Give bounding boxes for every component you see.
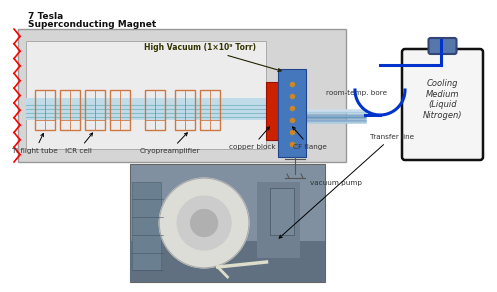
FancyBboxPatch shape bbox=[402, 49, 483, 160]
Bar bbox=[85, 90, 105, 130]
Bar bbox=[130, 164, 325, 282]
Bar bbox=[266, 82, 278, 140]
Bar bbox=[278, 69, 306, 157]
Bar bbox=[26, 98, 266, 120]
Bar bbox=[175, 90, 195, 130]
Text: copper block: copper block bbox=[229, 127, 275, 150]
Text: CF flange: CF flange bbox=[293, 127, 327, 150]
Circle shape bbox=[177, 196, 231, 250]
FancyBboxPatch shape bbox=[428, 38, 457, 54]
Text: High Vacuum (1×10⁹ Torr): High Vacuum (1×10⁹ Torr) bbox=[144, 43, 281, 72]
Bar bbox=[132, 182, 161, 270]
Bar bbox=[18, 29, 346, 162]
Text: Ti flight tube: Ti flight tube bbox=[12, 133, 58, 154]
Bar bbox=[26, 41, 266, 149]
Circle shape bbox=[159, 178, 249, 268]
Text: Cooling
Medium
(Liquid
Nitrogen): Cooling Medium (Liquid Nitrogen) bbox=[423, 79, 462, 120]
Text: room-temp. bore: room-temp. bore bbox=[326, 90, 387, 96]
Bar bbox=[257, 182, 300, 258]
Text: Cryopreamplifier: Cryopreamplifier bbox=[140, 133, 200, 154]
Text: 7 Tesla: 7 Tesla bbox=[28, 12, 63, 21]
Bar bbox=[200, 90, 220, 130]
Text: vacuum pump: vacuum pump bbox=[310, 180, 362, 186]
Circle shape bbox=[191, 210, 218, 237]
Bar bbox=[130, 241, 325, 282]
Bar bbox=[145, 90, 165, 130]
Text: ICR cell: ICR cell bbox=[65, 133, 92, 154]
Bar bbox=[35, 90, 55, 130]
Text: Superconducting Magnet: Superconducting Magnet bbox=[28, 20, 156, 29]
Text: Transfer line: Transfer line bbox=[279, 134, 414, 238]
Bar bbox=[110, 90, 130, 130]
Bar bbox=[270, 187, 294, 235]
Bar bbox=[60, 90, 80, 130]
